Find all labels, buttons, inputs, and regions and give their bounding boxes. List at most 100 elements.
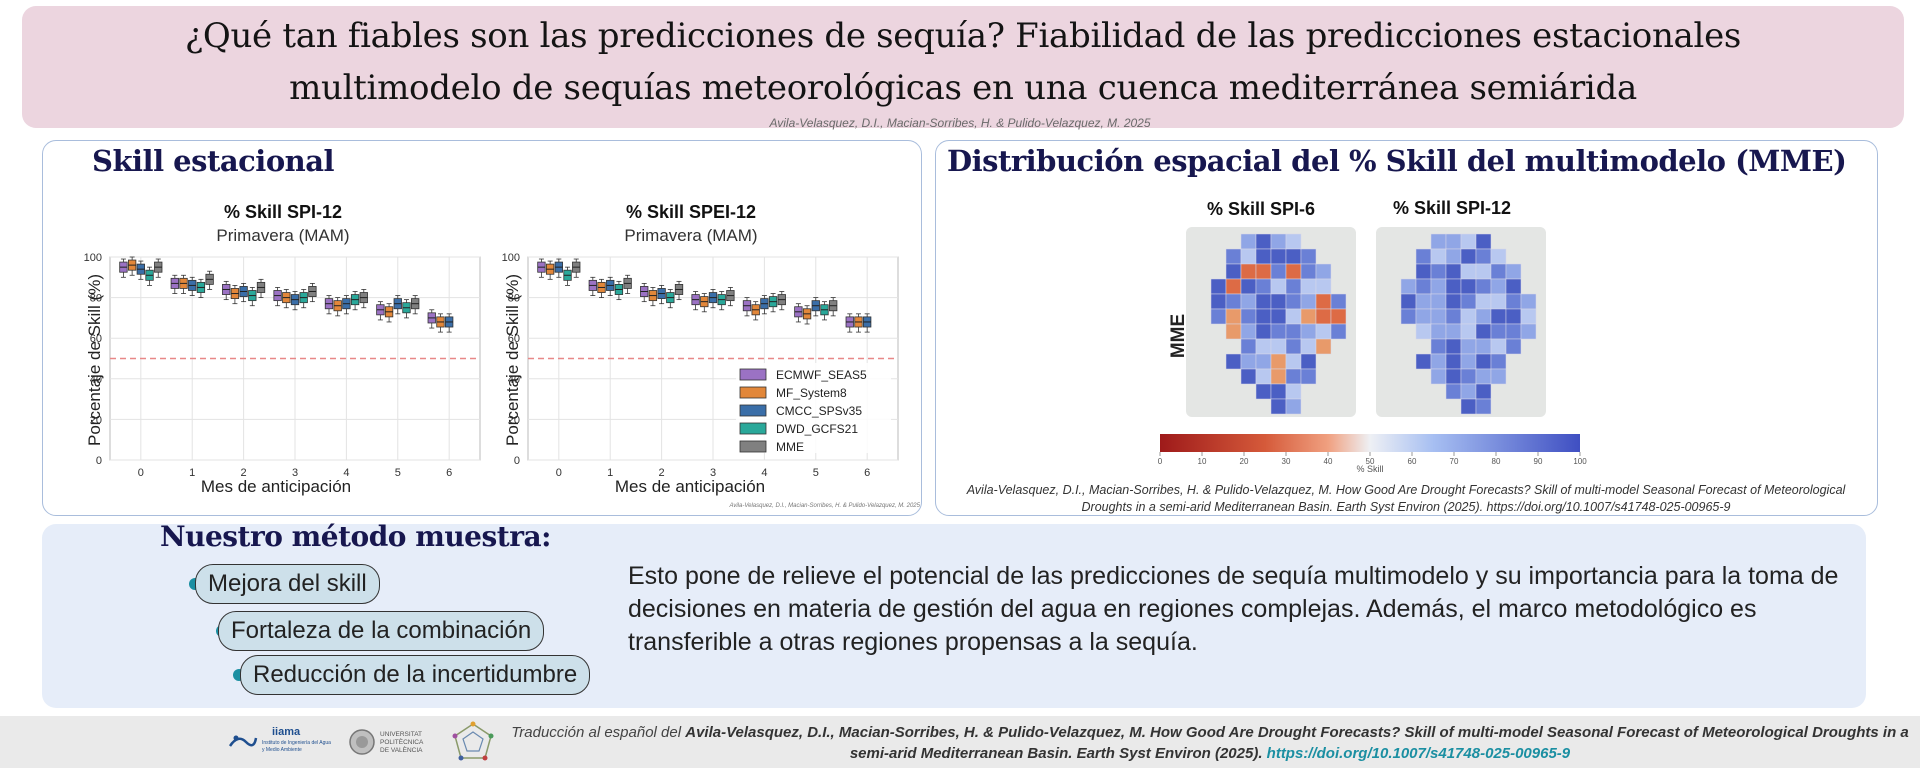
box-cmcc_spsv35 <box>760 295 769 315</box>
box-mf_system8 <box>854 313 863 333</box>
y-tick-label: 100 <box>84 252 102 264</box>
map1-title: % Skill SPI-6 <box>1207 199 1316 219</box>
chart2-subtitle: Primavera (MAM) <box>624 226 758 245</box>
chart2-ylabel: Porcentaje de Skill (%) <box>503 274 522 446</box>
box-cmcc_spsv35 <box>708 289 718 309</box>
box-ecmwf_seas5 <box>794 303 803 323</box>
title-banner: ¿Qué tan fiables son las predicciones de… <box>22 6 1904 128</box>
y-tick-label: 80 <box>508 293 520 305</box>
x-tick-label: 1 <box>607 467 613 479</box>
colorbar-tick-label: 10 <box>1198 457 1207 466</box>
footer-bar <box>0 716 1920 768</box>
legend-label: ECMWF_SEAS5 <box>776 368 867 382</box>
x-tick-label: 1 <box>189 467 195 479</box>
box-dwd_gcfs21 <box>145 266 154 286</box>
box-cmcc_spsv35 <box>606 276 615 296</box>
box-mme <box>411 295 420 315</box>
chart1-xlabel: Mes de anticipación <box>200 477 352 496</box>
box-dwd_gcfs21 <box>299 289 308 309</box>
box-cmcc_spsv35 <box>290 291 300 311</box>
footer-doi-link[interactable]: https://doi.org/10.1007/s41748-025-00965… <box>1266 745 1571 762</box>
box-dwd_gcfs21 <box>614 280 624 301</box>
map-cells <box>1400 233 1537 415</box>
box-cmcc_spsv35 <box>188 276 197 296</box>
y-tick-label: 60 <box>90 333 102 345</box>
colorbar-tick-label: 30 <box>1282 457 1291 466</box>
footer-prefix: Traducción al español del <box>511 724 686 741</box>
legend-swatch <box>739 422 767 435</box>
box-mme <box>359 289 368 309</box>
box-cmcc_spsv35 <box>342 295 351 315</box>
chart2-boxplot: 0 20 40 60 80 100 0 1 2 3 4 5 6 ECMWF_SEAS5 MF_System8… <box>502 252 899 479</box>
box-dwd_gcfs21 <box>248 287 257 307</box>
box-dwd_gcfs21 <box>717 291 726 311</box>
title-authors: Avila-Velasquez, D.I., Macian-Sorribes, … <box>769 116 1151 130</box>
box-mme <box>777 291 786 311</box>
title-line-2: multimodelo de sequías meteorológicas en… <box>289 68 1637 108</box>
colorbar-tick-label: 40 <box>1324 457 1333 466</box>
box-cmcc_spsv35 <box>445 313 454 333</box>
y-tick-label: 40 <box>508 374 520 386</box>
box-cmcc_spsv35 <box>811 297 820 317</box>
chart2-title: % Skill SPEI-12 <box>625 202 757 222</box>
colorbar-tick-label: 80 <box>1492 457 1501 466</box>
box-mf_system8 <box>282 289 291 309</box>
colorbar-tick-label: 90 <box>1534 457 1543 466</box>
seasonal-skill-title: Skill estacional <box>92 144 335 178</box>
box-mme <box>256 278 266 298</box>
y-tick-label: 20 <box>90 414 102 426</box>
x-tick-label: 4 <box>761 467 767 479</box>
legend-swatch <box>739 440 767 453</box>
x-tick-label: 0 <box>556 467 562 479</box>
box-dwd_gcfs21 <box>820 301 829 321</box>
box-ecmwf_seas5 <box>588 276 597 296</box>
method-title: Nuestro método muestra: <box>160 520 551 553</box>
box-mme <box>572 258 581 278</box>
y-tick-label: 80 <box>90 293 102 305</box>
box-mf_system8 <box>597 278 606 298</box>
x-tick-label: 0 <box>138 467 144 479</box>
upv-seal-icon <box>349 729 375 755</box>
legend-label: CMCC_SPSv35 <box>776 404 862 418</box>
iiama-logo-subtext: Instituto de Ingeniería del Agua y Medio… <box>262 740 331 753</box>
x-tick-label: 3 <box>710 467 716 479</box>
box-cmcc_spsv35 <box>136 260 145 280</box>
method-item-skill: Mejora del skill <box>195 564 380 604</box>
box-mf_system8 <box>700 293 709 313</box>
box-ecmwf_seas5 <box>273 287 282 307</box>
colorbar-tick-label: 0 <box>1158 457 1163 466</box>
chart2-xlabel: Mes de anticipación <box>614 477 766 496</box>
map-citation: Avila-Velasquez, D.I., Macian-Sorribes, … <box>966 483 1846 514</box>
x-tick-label: 2 <box>659 467 665 479</box>
legend-swatch <box>739 404 767 417</box>
y-tick-label: 0 <box>514 455 520 467</box>
y-tick-label: 100 <box>502 252 520 264</box>
colorbar-gradient <box>1160 434 1580 452</box>
box-mme <box>154 258 163 278</box>
box-mf_system8 <box>179 274 188 294</box>
box-mme <box>205 270 214 290</box>
box-ecmwf_seas5 <box>742 297 752 317</box>
title-line-1: ¿Qué tan fiables son las predicciones de… <box>184 16 1742 56</box>
upv-logo: UNIVERSITAT POLITÈCNICA DE VALÈNCIA <box>348 726 432 762</box>
box-ecmwf_seas5 <box>222 280 231 301</box>
x-tick-label: 5 <box>813 467 819 479</box>
y-tick-label: 0 <box>96 455 102 467</box>
legend-swatch <box>739 386 767 399</box>
box-mf_system8 <box>648 287 658 307</box>
legend-label: DWD_GCFS21 <box>776 422 858 436</box>
box-mf_system8 <box>751 301 760 321</box>
iiama-logo: iiama Instituto de Ingeniería del Agua y… <box>228 724 338 764</box>
footer-reference: Avila-Velasquez, D.I., Macian-Sorribes, … <box>685 724 1909 762</box>
colorbar-label: % Skill <box>1356 464 1384 474</box>
chart1-subtitle: Primavera (MAM) <box>216 226 350 245</box>
box-cmcc_spsv35 <box>554 258 563 278</box>
x-tick-label: 2 <box>241 467 247 479</box>
legend-label: MF_System8 <box>776 386 847 400</box>
spatial-distribution-title: Distribución espacial del % Skill del mu… <box>947 144 1847 178</box>
box-dwd_gcfs21 <box>350 291 360 311</box>
footer-citation: Traducción al español del Avila-Velasque… <box>510 722 1910 764</box>
box-mf_system8 <box>436 313 445 333</box>
skill-colorbar: 0 10 20 30 40 50 60 70 80 90 100 <box>1158 434 1587 466</box>
box-ecmwf_seas5 <box>376 301 385 321</box>
